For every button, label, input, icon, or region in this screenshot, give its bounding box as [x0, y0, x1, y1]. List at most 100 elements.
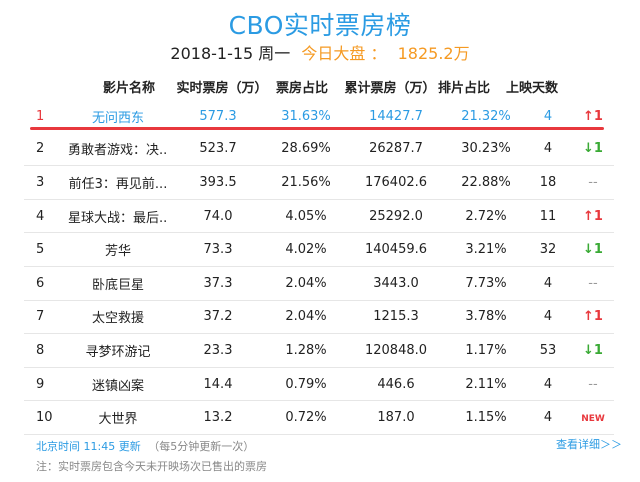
- rank-trend: --: [572, 266, 614, 301]
- table-row[interactable]: 1 无问西东 577.3 31.63% 14427.7 21.32% 4 ↑1: [24, 100, 614, 133]
- movie-name[interactable]: 卧底巨星: [68, 266, 168, 301]
- trend-flat-indicator: --: [588, 376, 598, 392]
- realtime-gross: 73.3: [168, 232, 268, 267]
- rank-cell: 4: [24, 199, 68, 234]
- rank-trend: ↑1: [572, 300, 614, 335]
- movie-name[interactable]: 大世界: [68, 400, 168, 435]
- top-row-highlight-line: [30, 127, 604, 130]
- update-info: 北京时间 11:45 更新 （每5分钟更新一次）: [36, 438, 254, 454]
- movie-name[interactable]: 寻梦环游记: [68, 333, 168, 368]
- days-in-release: 4: [524, 367, 572, 402]
- cumulative-gross: 187.0: [344, 400, 448, 435]
- rank-trend: NEW: [572, 400, 614, 435]
- trend-up-indicator: ↑1: [583, 108, 603, 124]
- realtime-gross: 393.5: [168, 165, 268, 200]
- days-in-release: 4: [524, 400, 572, 435]
- trend-down-indicator: ↓1: [583, 141, 603, 157]
- realtime-gross: 14.4: [168, 367, 268, 402]
- table-row[interactable]: 7 太空救援 37.2 2.04% 1215.3 3.78% 4 ↑1: [24, 300, 614, 335]
- gross-share: 0.72%: [268, 400, 344, 435]
- page-title: CBO实时票房榜: [228, 11, 412, 40]
- update-note: （每5分钟更新一次）: [148, 440, 255, 453]
- date-text: 2018-1-15 周一: [170, 44, 291, 63]
- trend-new-indicator: NEW: [581, 414, 605, 425]
- screening-share: 2.11%: [448, 367, 524, 402]
- column-header-total: 累计票房（万）: [344, 81, 436, 96]
- cumulative-gross: 3443.0: [344, 266, 448, 301]
- cumulative-gross: 176402.6: [344, 165, 448, 200]
- table-row[interactable]: 5 芳华 73.3 4.02% 140459.6 3.21% 32 ↓1: [24, 232, 614, 267]
- screening-share: 2.72%: [448, 199, 524, 234]
- rank-cell: 3: [24, 165, 68, 200]
- gross-share: 4.05%: [268, 199, 344, 234]
- gross-share: 0.79%: [268, 367, 344, 402]
- movie-name[interactable]: 无问西东: [91, 110, 144, 126]
- footnote: 注：实时票房包含今天未开映场次已售出的票房: [36, 460, 267, 473]
- cumulative-gross: 1215.3: [344, 300, 448, 335]
- screening-share: 1.17%: [448, 333, 524, 368]
- rank-trend: ↑1: [572, 199, 614, 234]
- column-header-days: 上映天数: [505, 81, 558, 96]
- cumulative-gross: 446.6: [344, 367, 448, 402]
- realtime-gross: 523.7: [168, 132, 268, 167]
- gross-share: 21.56%: [268, 165, 344, 200]
- gross-share: 4.02%: [268, 232, 344, 267]
- total-label: 今日大盘 ：: [301, 44, 387, 63]
- trend-up-indicator: ↑1: [583, 309, 603, 325]
- view-details-link[interactable]: 查看详细＞＞: [556, 438, 622, 451]
- table-row[interactable]: 8 寻梦环游记 23.3 1.28% 120848.0 1.17% 53 ↓1: [24, 333, 614, 368]
- rank-cell: 6: [24, 266, 68, 301]
- days-in-release: 4: [543, 108, 553, 124]
- movie-name[interactable]: 太空救援: [68, 300, 168, 335]
- gross-share: 2.04%: [268, 266, 344, 301]
- rank-trend: ↓1: [572, 333, 614, 368]
- days-in-release: 11: [524, 199, 572, 234]
- column-header-name: 影片名称: [102, 81, 155, 96]
- date-line: 2018-1-15 周一 今日大盘 ： 1825.2万: [0, 40, 640, 64]
- movie-name[interactable]: 星球大战：最后...: [68, 199, 168, 234]
- cumulative-gross: 120848.0: [344, 333, 448, 368]
- movie-name[interactable]: 迷镇凶案: [68, 367, 168, 402]
- days-in-release: 4: [524, 300, 572, 335]
- trend-flat-indicator: --: [588, 275, 598, 291]
- movie-name[interactable]: 勇敢者游戏：决...: [68, 132, 168, 167]
- screening-share: 30.23%: [448, 132, 524, 167]
- column-header-gross: 实时票房（万）: [176, 81, 268, 96]
- rank-trend: --: [572, 367, 614, 402]
- movie-name[interactable]: 前任3：再见前...: [68, 165, 168, 200]
- rank-trend: --: [572, 165, 614, 200]
- days-in-release: 32: [524, 232, 572, 267]
- box-office-table: 1 无问西东 577.3 31.63% 14427.7 21.32% 4 ↑1 2 勇敢者游戏：决…: [24, 100, 614, 435]
- realtime-gross: 23.3: [168, 333, 268, 368]
- cumulative-gross: 14427.7: [369, 108, 423, 124]
- rank-cell: 8: [24, 333, 68, 368]
- table-row[interactable]: 6 卧底巨星 37.3 2.04% 3443.0 7.73% 4 --: [24, 266, 614, 301]
- column-header-screen: 排片占比: [437, 81, 490, 96]
- screening-share: 3.78%: [448, 300, 524, 335]
- rank-trend: ↑1: [572, 100, 614, 133]
- rank-trend: ↓1: [572, 132, 614, 167]
- rank-cell: 2: [24, 132, 68, 167]
- update-time: 北京时间 11:45 更新: [36, 440, 141, 453]
- total-value: 1825.2万: [397, 44, 470, 63]
- screening-share: 21.32%: [461, 108, 511, 124]
- days-in-release: 4: [524, 132, 572, 167]
- screening-share: 1.15%: [448, 400, 524, 435]
- days-in-release: 4: [524, 266, 572, 301]
- cumulative-gross: 26287.7: [344, 132, 448, 167]
- table-row[interactable]: 2 勇敢者游戏：决... 523.7 28.69% 26287.7 30.23% 4 ↓1: [24, 132, 614, 167]
- realtime-gross: 13.2: [168, 400, 268, 435]
- trend-down-indicator: ↓1: [583, 342, 603, 358]
- rank-cell: 5: [24, 232, 68, 267]
- realtime-gross: 37.3: [168, 266, 268, 301]
- table-row[interactable]: 4 星球大战：最后... 74.0 4.05% 25292.0 2.72% 11 ↑1: [24, 199, 614, 234]
- cumulative-gross: 140459.6: [344, 232, 448, 267]
- table-row[interactable]: 10 大世界 13.2 0.72% 187.0 1.15% 4 NEW: [24, 400, 614, 435]
- days-in-release: 18: [524, 165, 572, 200]
- rank-cell: 7: [24, 300, 68, 335]
- table-row[interactable]: 9 迷镇凶案 14.4 0.79% 446.6 2.11% 4 --: [24, 367, 614, 402]
- trend-down-indicator: ↓1: [583, 242, 603, 258]
- movie-name[interactable]: 芳华: [68, 232, 168, 267]
- rank-cell: 9: [24, 367, 68, 402]
- table-row[interactable]: 3 前任3：再见前... 393.5 21.56% 176402.6 22.88% 18 --: [24, 165, 614, 200]
